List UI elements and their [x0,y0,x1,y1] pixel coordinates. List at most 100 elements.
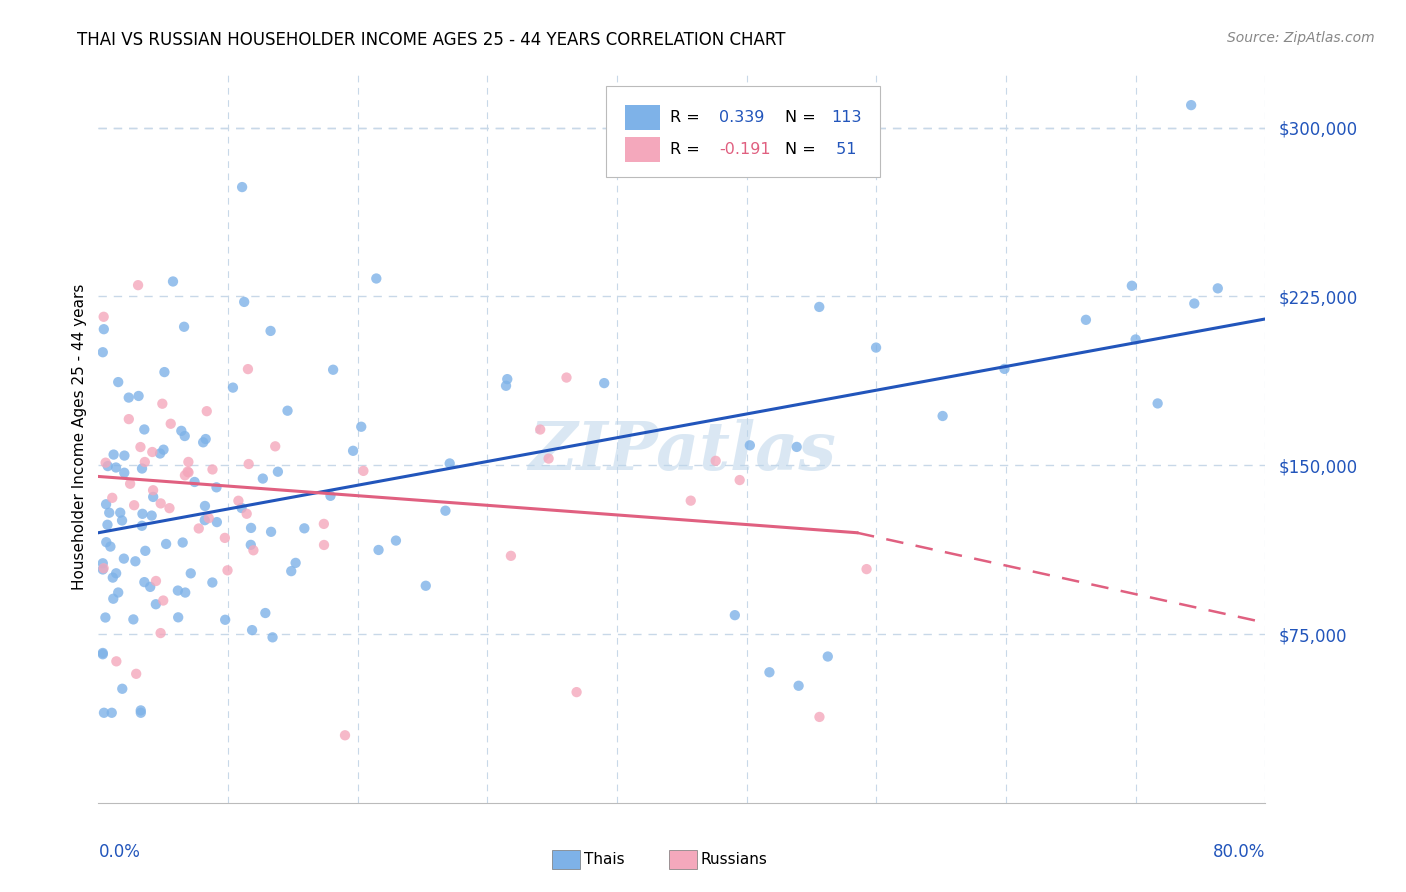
Point [434,504,457,518]
Point [105,566,128,581]
Point [91,562,114,576]
Point [195,404,218,418]
Point [214,613,236,627]
Point [174,468,197,483]
Point [228,493,250,508]
FancyBboxPatch shape [606,86,880,178]
Point [239,538,262,552]
Point [111,681,134,696]
Point [152,593,174,607]
Point [177,466,200,480]
Point [118,412,141,426]
Point [141,508,163,523]
Text: R =: R = [671,110,706,125]
Point [352,464,374,478]
Point [565,685,588,699]
Point [96,517,118,532]
Point [134,575,156,590]
Point [267,465,290,479]
Point [236,362,259,376]
Text: ZIPatlas: ZIPatlas [529,419,835,484]
Point [118,391,141,405]
Point [217,563,239,577]
Point [152,442,174,457]
Point [94,610,117,624]
Point [808,710,831,724]
Point [385,533,408,548]
Point [724,608,747,623]
Text: 80.0%: 80.0% [1213,843,1265,861]
Point [214,531,236,545]
Point [159,501,181,516]
Point [312,538,335,552]
Point [103,448,125,462]
Point [131,507,153,521]
Point [264,439,287,453]
Point [1125,333,1147,347]
Point [141,445,163,459]
Point [128,389,150,403]
Point [145,597,167,611]
Point [235,507,257,521]
Point [194,432,217,446]
Point [100,540,122,554]
Point [252,472,274,486]
Point [174,585,197,599]
Point [180,566,202,581]
Point [277,403,299,417]
Point [808,300,831,314]
Point [1121,278,1143,293]
Text: N =: N = [785,142,821,157]
Point [205,480,228,494]
Point [191,435,214,450]
Point [94,497,117,511]
Point [260,524,283,539]
Point [439,457,461,471]
Point [242,543,264,558]
Point [103,591,125,606]
Point [91,647,114,661]
Point [93,561,115,575]
Point [240,521,263,535]
Point [231,501,253,516]
Point [555,370,578,384]
Point [415,579,437,593]
Point [93,706,115,720]
Point [110,506,132,520]
Text: N =: N = [785,110,821,125]
Point [159,417,181,431]
Point [170,424,193,438]
Point [284,556,307,570]
Point [134,544,156,558]
FancyBboxPatch shape [624,137,659,162]
Point [176,465,198,479]
Point [537,451,560,466]
Point [931,409,953,423]
Point [1146,396,1168,410]
Point [127,278,149,293]
Point [131,461,153,475]
Point [1074,313,1097,327]
Point [94,456,117,470]
Point [129,706,152,720]
Text: R =: R = [671,142,706,157]
Point [197,511,219,525]
Point [342,443,364,458]
Point [679,493,702,508]
Point [280,564,302,578]
Y-axis label: Householder Income Ages 25 - 44 years: Householder Income Ages 25 - 44 years [72,284,87,591]
Point [97,459,120,474]
Point [112,551,135,566]
Point [222,381,245,395]
Point [91,345,114,359]
Point [120,476,142,491]
Point [495,378,517,392]
Point [173,429,195,443]
Point [124,554,146,568]
Point [149,626,172,640]
Point [142,490,165,504]
Point [366,271,388,285]
Point [96,535,118,549]
Point [233,294,256,309]
Point [129,440,152,454]
